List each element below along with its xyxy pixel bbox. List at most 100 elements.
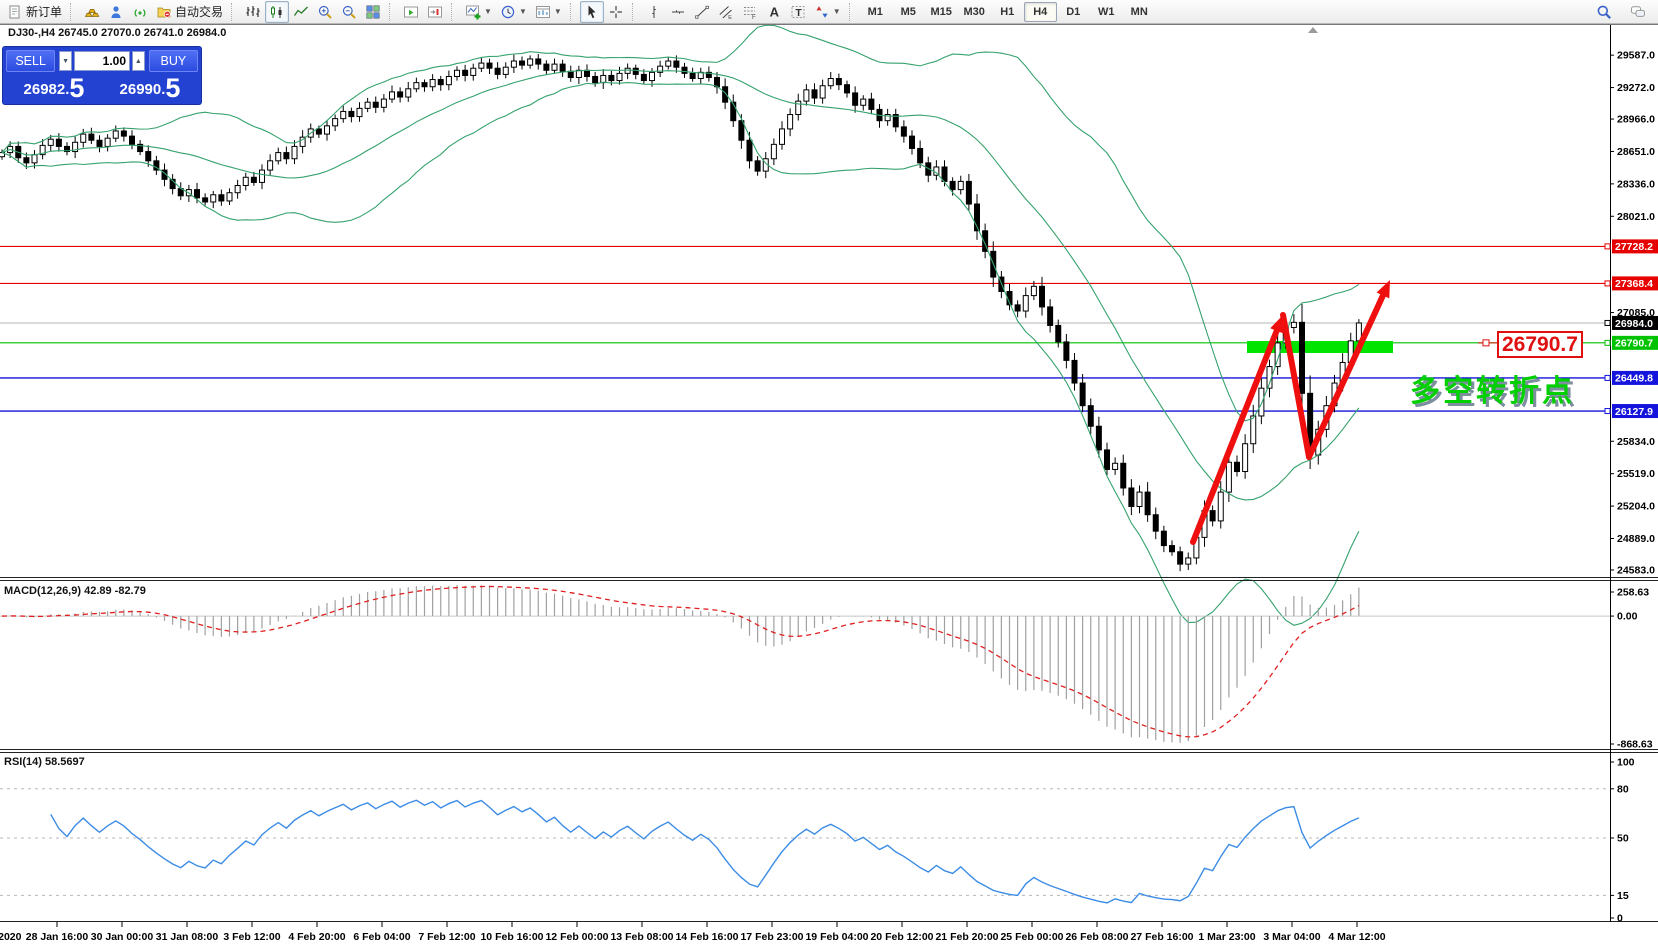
horizontal-line-button[interactable] <box>666 1 690 23</box>
chevron-down-icon: ▼ <box>832 7 841 16</box>
svg-text:4 Mar 12:00: 4 Mar 12:00 <box>1328 931 1385 943</box>
svg-text:28651.0: 28651.0 <box>1617 146 1655 158</box>
timeframe-m30-button[interactable]: M30 <box>963 5 985 18</box>
zoom-in-button[interactable] <box>313 1 337 23</box>
search-icon <box>1597 5 1611 19</box>
macd-histogram <box>9 585 1360 743</box>
toolbar-separator <box>231 2 238 21</box>
timeframe-h4-button[interactable]: H4 <box>1023 1 1057 22</box>
svg-text:17 Feb 23:00: 17 Feb 23:00 <box>740 931 803 943</box>
folder-stop-icon <box>157 7 171 18</box>
search-button[interactable] <box>1592 1 1616 23</box>
crosshair-button[interactable] <box>604 1 628 23</box>
macd-indicator-label: MACD(12,26,9) 42.89 -82.79 <box>4 585 146 597</box>
community-button[interactable] <box>104 1 128 23</box>
svg-text:24889.0: 24889.0 <box>1617 533 1655 545</box>
svg-text:10 Feb 16:00: 10 Feb 16:00 <box>480 931 543 943</box>
chevron-down-icon: ▼ <box>553 7 562 16</box>
indicator-axis-label: 50 <box>1617 833 1629 845</box>
text-a-icon: A <box>769 4 779 19</box>
svg-text:3 Feb 12:00: 3 Feb 12:00 <box>223 931 280 943</box>
template-icon <box>535 5 550 18</box>
svg-text:25204.0: 25204.0 <box>1617 501 1655 513</box>
new-order-icon <box>9 5 20 18</box>
text-button[interactable]: A <box>762 1 786 23</box>
svg-text:28 Jan 16:00: 28 Jan 16:00 <box>26 931 89 943</box>
text-label-button[interactable]: T <box>786 1 810 23</box>
svg-text:29272.0: 29272.0 <box>1617 82 1655 94</box>
indicators-icon <box>466 5 481 19</box>
main-chart-area[interactable] <box>0 28 1610 578</box>
timeframe-m1-button[interactable]: M1 <box>867 5 883 18</box>
volume-step-up-button[interactable]: ▲ <box>132 51 145 71</box>
time-axis[interactable] <box>0 922 1658 946</box>
svg-text:28966.0: 28966.0 <box>1617 114 1655 126</box>
bar-chart-button[interactable] <box>241 1 265 23</box>
periods-button[interactable]: ▼ <box>496 1 531 23</box>
vline-icon <box>651 5 656 18</box>
templates-button[interactable]: ▼ <box>531 1 566 23</box>
indicator-axis-label: 0.00 <box>1617 611 1638 623</box>
label-t-icon: T <box>791 5 805 19</box>
auto-scroll-button[interactable] <box>399 1 423 23</box>
zoom-out-button[interactable] <box>337 1 361 23</box>
chat-button[interactable] <box>1626 1 1650 23</box>
price-axis-object-label: 26127.9 <box>1604 404 1658 419</box>
new-order-button[interactable]: 新订单 <box>3 1 66 23</box>
sell-button[interactable]: SELL <box>6 50 56 72</box>
signal-icon <box>134 8 146 17</box>
tile-windows-button[interactable] <box>361 1 385 23</box>
indicator-axis-label: 100 <box>1617 757 1635 769</box>
chart-shift-marker[interactable] <box>1308 27 1318 33</box>
rsi-line <box>50 799 1360 904</box>
auto-scroll-icon <box>404 6 419 17</box>
toolbar-right-group <box>1592 1 1658 23</box>
svg-text:6 Feb 04:00: 6 Feb 04:00 <box>353 931 410 943</box>
rsi-indicator-label: RSI(14) 58.5697 <box>4 756 85 768</box>
volume-input[interactable] <box>74 51 130 71</box>
price-axis-object-label: 27728.2 <box>1604 239 1658 254</box>
gold-icon <box>84 8 100 17</box>
timeframe-h1-button[interactable]: H1 <box>1000 5 1015 18</box>
price-axis[interactable] <box>1610 24 1658 922</box>
sell-price: 26982. 5 <box>23 73 85 103</box>
timeframe-m15-button[interactable]: M15 <box>930 5 952 18</box>
timeframe-d1-button[interactable]: D1 <box>1066 5 1081 18</box>
crosshair-icon <box>609 5 622 18</box>
svg-text:7 Feb 12:00: 7 Feb 12:00 <box>418 931 475 943</box>
timeframe-mn-button[interactable]: MN <box>1130 5 1148 18</box>
buy-button[interactable]: BUY <box>148 50 198 72</box>
svg-text:26790.7: 26790.7 <box>1615 338 1653 350</box>
volume-step-down-button[interactable]: ▼ <box>59 51 72 71</box>
trendline-button[interactable] <box>690 1 714 23</box>
auto-trading-button[interactable]: 自动交易 <box>152 1 227 23</box>
svg-text:13 Feb 08:00: 13 Feb 08:00 <box>610 931 673 943</box>
candlestick-button[interactable] <box>265 0 290 23</box>
gold-button[interactable] <box>80 1 104 23</box>
toolbar-separator <box>631 2 639 21</box>
timeframe-m5-button[interactable]: M5 <box>900 5 916 18</box>
highlight-price-callout[interactable]: 26790.7 <box>1497 331 1583 358</box>
chinese-annotation-text[interactable]: 多空转折点 <box>1410 375 1575 408</box>
svg-text:25 Feb 00:00: 25 Feb 00:00 <box>1000 931 1063 943</box>
chevron-down-icon: ▼ <box>484 7 492 16</box>
fibonacci-button[interactable]: F <box>738 1 762 23</box>
channel-button[interactable]: E <box>714 1 738 23</box>
cursor-icon <box>588 5 596 18</box>
vertical-line-button[interactable] <box>642 1 666 23</box>
signals-button[interactable] <box>128 1 152 23</box>
indicators-button[interactable]: ▼ <box>461 1 496 23</box>
arrows-button[interactable]: ▼ <box>810 1 845 23</box>
indicator-axis-label: 0 <box>1617 913 1623 925</box>
macd-panel[interactable] <box>0 582 1610 750</box>
symbol-ohlc-line: DJ30-,H4 26745.0 27070.0 26741.0 26984.0 <box>8 27 227 39</box>
chart-shift-button[interactable] <box>423 1 447 23</box>
cursor-button[interactable] <box>579 0 604 23</box>
svg-text:27368.4: 27368.4 <box>1615 278 1653 290</box>
line-chart-button[interactable] <box>289 1 313 23</box>
trend-arrows[interactable] <box>1190 280 1390 545</box>
timeframe-w1-button[interactable]: W1 <box>1097 5 1115 18</box>
toolbar-separator <box>848 2 856 21</box>
svg-text:T: T <box>795 7 802 19</box>
